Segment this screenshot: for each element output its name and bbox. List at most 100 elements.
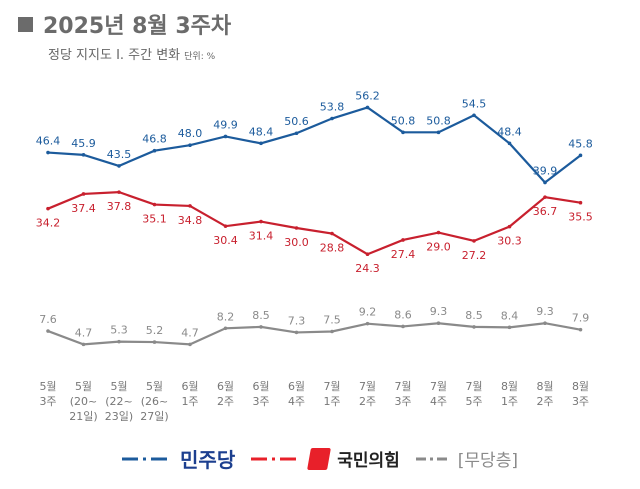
- data-point: [188, 342, 192, 347]
- x-tick-label: 3주: [39, 395, 56, 408]
- series-line-2: [47, 322, 581, 346]
- x-tick-label: (22~: [105, 395, 133, 408]
- data-label: 34.2: [36, 217, 61, 230]
- x-tick-label: 8월: [501, 380, 518, 393]
- data-point: [188, 143, 192, 147]
- data-label: 37.4: [71, 202, 96, 215]
- data-label: 43.5: [107, 148, 132, 161]
- legend-label-ppp: 국민의힘: [337, 451, 400, 471]
- data-label: 49.9: [213, 118, 238, 131]
- data-point: [578, 327, 583, 332]
- data-point: [507, 224, 512, 229]
- data-label: 46.8: [142, 133, 167, 146]
- data-point: [152, 340, 157, 344]
- x-tick-label: 23일): [105, 409, 133, 423]
- ppp-logo-icon: [307, 447, 332, 470]
- data-point: [543, 195, 547, 199]
- chart-title: 2025년 8월 3주차: [18, 8, 231, 40]
- data-point: [152, 202, 157, 207]
- data-point: [365, 321, 370, 326]
- x-tick-label: 4주: [288, 395, 305, 408]
- data-label: 45.8: [568, 137, 593, 150]
- series-line-0: [47, 106, 582, 184]
- x-tick-label: 27일): [140, 409, 168, 423]
- data-point: [117, 339, 121, 344]
- x-tick-label: 7월: [465, 380, 482, 393]
- data-point: [294, 330, 299, 335]
- data-label: 8.5: [252, 309, 270, 322]
- x-tick-label: 2주: [536, 395, 553, 408]
- data-point: [223, 326, 228, 331]
- data-point: [436, 230, 441, 235]
- data-point: [223, 134, 228, 139]
- title-bullet-icon: [18, 16, 33, 32]
- legend-item-independent: [무당층]: [415, 446, 518, 471]
- x-tick-label: 8월: [536, 380, 553, 393]
- x-tick-label: 3주: [572, 395, 589, 408]
- data-label: 54.5: [462, 97, 487, 110]
- data-label: 34.8: [178, 214, 203, 227]
- data-point: [543, 321, 547, 326]
- x-tick-label: (20~: [70, 395, 98, 408]
- data-label: 50.8: [426, 114, 451, 127]
- data-label: 48.4: [497, 125, 522, 138]
- x-tick-label: 5월: [146, 380, 163, 393]
- data-label: 45.9: [71, 137, 96, 150]
- x-tick-label: 6월: [217, 380, 234, 393]
- data-label: 48.0: [178, 127, 203, 140]
- subtitle-text: 정당 지지도 Ⅰ. 주간 변화: [48, 48, 181, 63]
- x-tick-label: 2주: [217, 395, 234, 408]
- x-tick-label: 1주: [501, 395, 518, 408]
- legend-label-democratic: 민주당: [180, 448, 236, 472]
- data-point: [81, 192, 86, 196]
- x-tick-label: 1주: [181, 395, 198, 408]
- data-point: [259, 141, 263, 146]
- data-label: 37.8: [107, 200, 132, 213]
- data-point: [401, 130, 405, 135]
- data-point: [330, 329, 334, 334]
- data-point: [46, 206, 50, 211]
- data-label: 8.4: [501, 309, 519, 322]
- data-point: [188, 204, 192, 208]
- data-point: [578, 153, 583, 158]
- legend-line-blue-icon: [122, 457, 173, 460]
- x-tick-label: 21일): [69, 409, 97, 423]
- data-label: 8.6: [394, 308, 412, 321]
- data-point: [507, 141, 512, 146]
- data-point: [578, 200, 583, 205]
- data-point: [401, 238, 405, 242]
- data-point: [223, 224, 228, 228]
- data-label: 7.6: [39, 313, 57, 326]
- data-label: 53.8: [320, 101, 345, 114]
- x-tick-label: 5주: [465, 395, 482, 408]
- data-label: 7.5: [323, 314, 341, 327]
- data-label: 30.4: [213, 234, 238, 247]
- legend: 민주당 국민의힘 [무당층]: [0, 444, 640, 473]
- data-point: [46, 150, 50, 155]
- data-point: [543, 180, 547, 185]
- data-point: [81, 153, 86, 157]
- data-label: 27.2: [462, 249, 487, 262]
- title-text: 2025년 8월 3주차: [43, 14, 232, 39]
- x-tick-label: 5월: [39, 380, 56, 393]
- data-label: 7.3: [288, 314, 306, 327]
- data-label: 7.9: [572, 312, 590, 325]
- data-point: [117, 164, 121, 168]
- data-point: [46, 329, 50, 333]
- data-point: [507, 325, 512, 330]
- data-label: 8.5: [465, 309, 483, 322]
- data-label: 5.2: [146, 324, 164, 337]
- data-label: 35.5: [568, 211, 593, 224]
- x-tick-label: 2주: [359, 395, 376, 408]
- data-point: [152, 148, 157, 153]
- data-label: 28.8: [320, 242, 345, 255]
- x-tick-label: 3주: [252, 395, 269, 408]
- data-label: 29.0: [426, 241, 451, 254]
- data-label: 50.8: [391, 114, 416, 127]
- x-tick-label: 5월: [75, 380, 92, 393]
- data-point: [401, 324, 405, 329]
- data-point: [436, 130, 441, 135]
- data-label: 5.3: [110, 324, 128, 337]
